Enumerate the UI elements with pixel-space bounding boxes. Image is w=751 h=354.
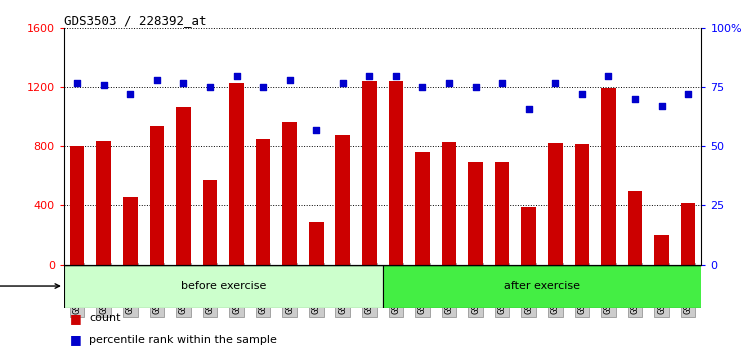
Bar <box>681 203 695 264</box>
Point <box>390 73 402 78</box>
Bar <box>256 139 270 264</box>
Bar <box>442 142 457 264</box>
Bar <box>388 81 403 264</box>
Point <box>310 127 322 133</box>
Bar <box>495 162 509 264</box>
Bar <box>628 191 642 264</box>
Text: percentile rank within the sample: percentile rank within the sample <box>89 335 277 345</box>
Point <box>682 92 694 97</box>
Bar <box>383 264 715 308</box>
Bar <box>282 122 297 264</box>
Point <box>576 92 588 97</box>
Point <box>336 80 348 85</box>
Text: after exercise: after exercise <box>504 281 580 291</box>
Point <box>417 85 429 90</box>
Text: ■: ■ <box>70 333 82 346</box>
Text: before exercise: before exercise <box>180 281 266 291</box>
Point <box>363 73 376 78</box>
Point <box>151 78 163 83</box>
Point <box>549 80 561 85</box>
Point <box>71 80 83 85</box>
Bar <box>548 143 562 264</box>
Bar <box>203 181 217 264</box>
Text: ■: ■ <box>70 312 82 325</box>
Bar <box>64 264 383 308</box>
Point <box>231 73 243 78</box>
Point <box>177 80 189 85</box>
Text: GDS3503 / 228392_at: GDS3503 / 228392_at <box>64 14 207 27</box>
Bar <box>229 83 244 264</box>
Point <box>496 80 508 85</box>
Point <box>257 85 269 90</box>
Point <box>629 96 641 102</box>
Bar <box>654 235 669 264</box>
Bar <box>96 141 111 264</box>
Point <box>443 80 455 85</box>
Point <box>204 85 216 90</box>
Point <box>284 78 296 83</box>
Bar <box>469 162 483 264</box>
Bar <box>123 196 137 264</box>
Bar <box>521 207 536 264</box>
Point <box>656 103 668 109</box>
Text: protocol: protocol <box>0 281 59 291</box>
Point <box>602 73 614 78</box>
Point <box>124 92 136 97</box>
Bar <box>176 107 191 264</box>
Bar <box>601 88 616 264</box>
Point <box>469 85 481 90</box>
Bar <box>362 81 377 264</box>
Bar <box>149 126 164 264</box>
Bar <box>309 222 324 264</box>
Bar <box>70 147 84 264</box>
Bar <box>336 135 350 264</box>
Text: count: count <box>89 313 121 323</box>
Point <box>523 106 535 112</box>
Bar <box>415 152 430 264</box>
Point <box>98 82 110 88</box>
Bar <box>575 144 590 264</box>
